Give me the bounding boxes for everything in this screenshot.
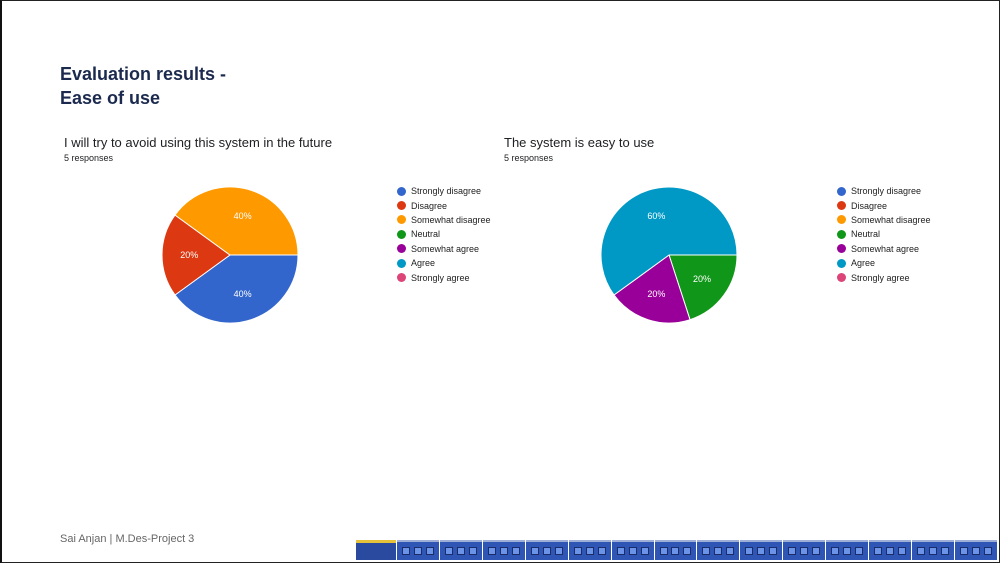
legend-item: Somewhat disagree xyxy=(397,213,491,227)
legend-dot-icon xyxy=(837,186,846,196)
train-car xyxy=(482,540,525,560)
legend-label: Neutral xyxy=(411,229,441,240)
legend-item: Somewhat agree xyxy=(397,242,491,256)
legend-label: Somewhat agree xyxy=(851,243,920,254)
legend-item: Strongly agree xyxy=(837,270,931,284)
train-car xyxy=(654,540,697,560)
legend-label: Disagree xyxy=(411,200,448,211)
train-car xyxy=(826,540,869,560)
slide-title: Evaluation results - Ease of use xyxy=(60,62,226,110)
legend-dot-icon xyxy=(397,229,406,239)
chart-1-pie: 40% 20% 40% xyxy=(161,186,299,324)
pie-slice-somewhat-disagree xyxy=(174,186,299,256)
train-car xyxy=(397,540,439,560)
title-line-1: Evaluation results - xyxy=(60,64,227,84)
chart-2-responses: 5 responses xyxy=(504,153,554,163)
train-car xyxy=(697,540,740,560)
legend-dot-icon xyxy=(837,215,846,225)
legend-item: Somewhat disagree xyxy=(837,213,931,227)
legend-dot-icon xyxy=(397,273,406,283)
legend-label: Somewhat disagree xyxy=(851,214,931,225)
legend-dot-icon xyxy=(397,215,406,225)
pie-data-label: 20% xyxy=(180,250,198,260)
chart-1-responses: 5 responses xyxy=(64,153,114,163)
pie-data-label: 40% xyxy=(234,211,252,221)
train-car xyxy=(912,540,954,560)
pie-slice-strongly-disagree xyxy=(174,254,299,324)
legend-label: Strongly disagree xyxy=(851,186,922,197)
chart-2-pie: 20% 20% 60% xyxy=(600,186,738,324)
pie-data-label: 40% xyxy=(234,289,252,299)
train-car xyxy=(740,540,783,560)
legend-dot-icon xyxy=(397,258,406,268)
train-decoration xyxy=(356,540,998,560)
train-car xyxy=(439,540,482,560)
footer-text: Sai Anjan | M.Des-Project 3 xyxy=(60,533,195,545)
legend-dot-icon xyxy=(397,201,406,211)
chart-2-legend: Strongly disagree Disagree Somewhat disagr… xyxy=(837,184,931,285)
train-car xyxy=(869,540,912,560)
train-car xyxy=(525,540,568,560)
pie-slice-somewhat-agree xyxy=(613,254,691,324)
chart-1-title: I will try to avoid using this system in… xyxy=(64,135,333,150)
train-car xyxy=(611,540,654,560)
legend-item: Strongly disagree xyxy=(837,184,931,198)
legend-item: Disagree xyxy=(397,198,491,212)
train-locomotive xyxy=(356,540,396,560)
legend-item: Strongly agree xyxy=(397,270,491,284)
pie-data-label: 60% xyxy=(647,211,665,221)
pie-slice-agree xyxy=(600,186,738,296)
legend-label: Strongly agree xyxy=(851,272,910,283)
legend-item: Strongly disagree xyxy=(397,184,491,198)
legend-dot-icon xyxy=(837,201,846,211)
legend-item: Neutral xyxy=(397,227,491,241)
legend-label: Somewhat agree xyxy=(411,243,480,254)
legend-item: Agree xyxy=(837,256,931,270)
train-car xyxy=(568,540,611,560)
pie-data-label: 20% xyxy=(693,274,711,284)
legend-label: Neutral xyxy=(851,229,881,240)
legend-dot-icon xyxy=(837,244,846,254)
pie-data-label: 20% xyxy=(647,289,665,299)
legend-item: Somewhat agree xyxy=(837,242,931,256)
legend-label: Agree xyxy=(851,258,876,269)
train-car xyxy=(954,540,997,560)
legend-dot-icon xyxy=(397,186,406,196)
legend-dot-icon xyxy=(837,229,846,239)
legend-item: Neutral xyxy=(837,227,931,241)
pie-slice-disagree xyxy=(161,214,231,296)
train-car xyxy=(783,540,826,560)
legend-dot-icon xyxy=(397,244,406,254)
pie-slice-neutral xyxy=(668,254,738,321)
chart-2-title: The system is easy to use xyxy=(504,135,655,150)
legend-dot-icon xyxy=(837,258,846,268)
legend-dot-icon xyxy=(837,273,846,283)
legend-label: Agree xyxy=(411,258,436,269)
legend-label: Somewhat disagree xyxy=(411,214,491,225)
legend-label: Strongly disagree xyxy=(411,186,482,197)
legend-item: Agree xyxy=(397,256,491,270)
chart-1-legend: Strongly disagree Disagree Somewhat disagr… xyxy=(397,184,491,285)
legend-item: Disagree xyxy=(837,198,931,212)
legend-label: Strongly agree xyxy=(411,272,470,283)
title-line-2: Ease of use xyxy=(60,88,161,108)
legend-label: Disagree xyxy=(851,200,888,211)
